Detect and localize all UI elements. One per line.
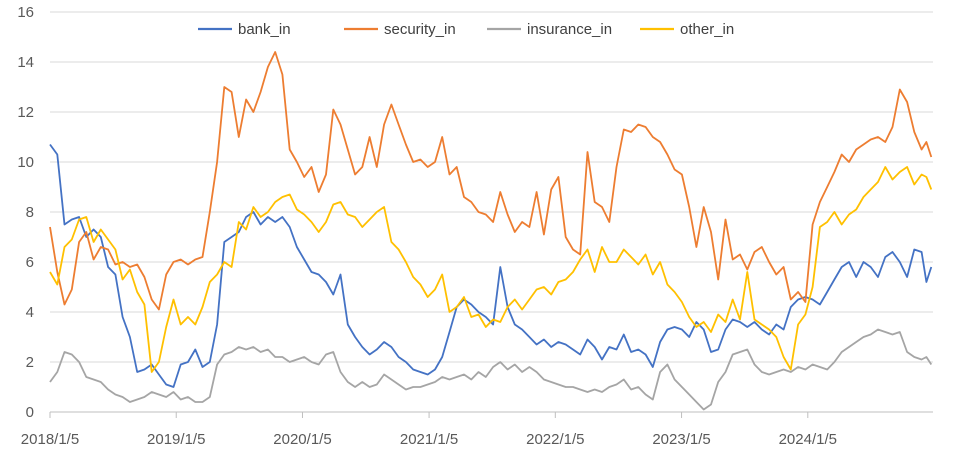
y-tick-label: 8 xyxy=(26,204,34,221)
x-tick-label: 2023/1/5 xyxy=(652,431,710,448)
y-tick-label: 6 xyxy=(26,254,34,271)
y-tick-label: 2 xyxy=(26,354,34,371)
series-line-security-in xyxy=(49,51,933,311)
series-line-bank-in xyxy=(49,143,933,388)
series-lines xyxy=(49,51,933,411)
x-tick-label: 2019/1/5 xyxy=(147,431,205,448)
x-tick-label: 2020/1/5 xyxy=(273,431,331,448)
y-tick-label: 12 xyxy=(17,104,34,121)
x-axis xyxy=(49,411,933,418)
y-axis-tick-labels: 0 2 4 6 8 10 12 14 16 xyxy=(17,4,34,421)
legend-label-bank-in: bank_in xyxy=(238,21,291,38)
series-line-insurance-in xyxy=(49,328,933,411)
series-line-other-in xyxy=(49,166,933,373)
x-tick-label: 2018/1/5 xyxy=(21,431,79,448)
x-tick-label: 2022/1/5 xyxy=(526,431,584,448)
y-tick-label: 0 xyxy=(26,404,34,421)
legend: bank_in security_in insurance_in other_in xyxy=(198,21,734,38)
gridlines xyxy=(50,11,933,363)
legend-label-security-in: security_in xyxy=(384,21,456,38)
x-tick-label: 2024/1/5 xyxy=(779,431,837,448)
legend-label-insurance-in: insurance_in xyxy=(527,21,612,38)
legend-label-other-in: other_in xyxy=(680,21,734,38)
x-axis-tick-labels: 2018/1/5 2019/1/5 2020/1/5 2021/1/5 2022/1/5… xyxy=(21,431,837,448)
y-tick-label: 16 xyxy=(17,4,34,21)
x-tick-label: 2021/1/5 xyxy=(400,431,458,448)
y-tick-label: 14 xyxy=(17,54,34,71)
y-tick-label: 10 xyxy=(17,154,34,171)
y-tick-label: 4 xyxy=(26,304,34,321)
